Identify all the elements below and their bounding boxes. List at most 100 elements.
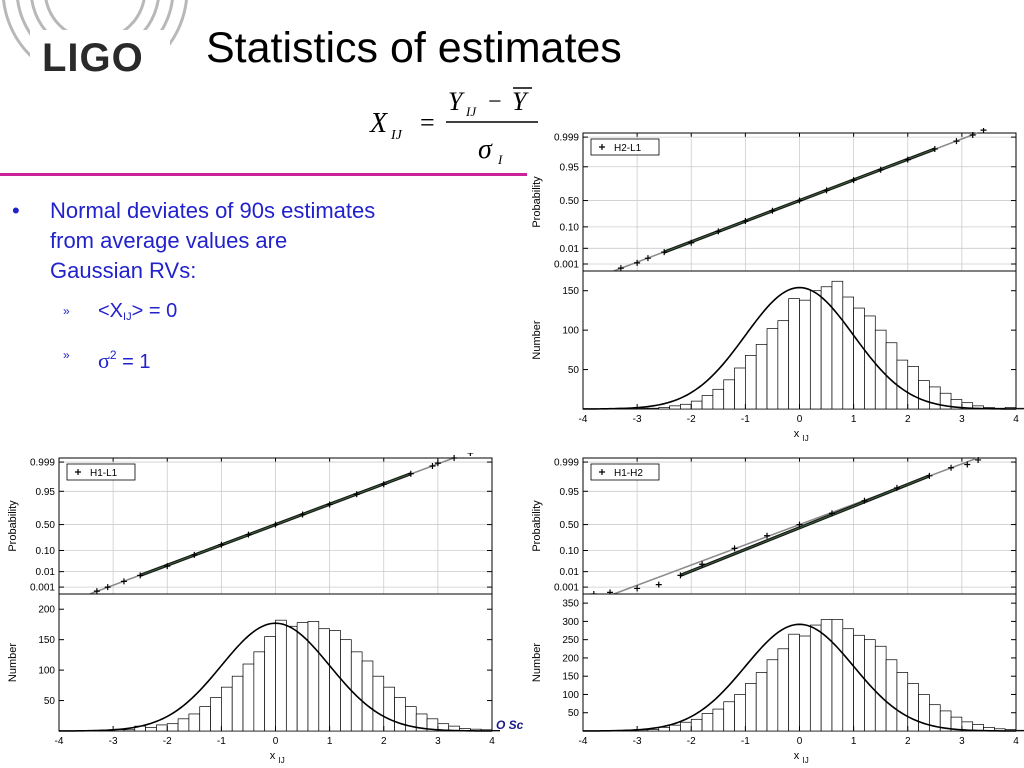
- histogram-bar: [723, 379, 735, 410]
- histogram-bar: [636, 407, 649, 410]
- histogram-tick-label-x: 2: [905, 414, 911, 425]
- histogram-bar: [788, 633, 800, 732]
- histogram-bar: [177, 718, 190, 732]
- histogram-tick-label-x: -3: [633, 736, 642, 747]
- formula-lhs: X: [369, 108, 388, 139]
- histogram-tick-label-y: 50: [568, 708, 580, 719]
- legend-box: [590, 138, 660, 156]
- legend-marker: [599, 144, 605, 150]
- gaussian-fit-curve: [582, 286, 1017, 410]
- data-point-marker: [731, 545, 738, 552]
- histogram-tick-label-x: 0: [797, 414, 803, 425]
- data-point-marker: [699, 561, 706, 568]
- histogram-tick-label-y: 150: [38, 635, 55, 646]
- histogram-bar: [831, 280, 844, 410]
- formula-lhs-sub: IJ: [390, 128, 403, 143]
- histogram-tick-label-x: -1: [741, 414, 750, 425]
- normal-deviate-formula: X IJ = Y IJ − Y σ I: [369, 87, 538, 167]
- panel-h2-l1: 0.999 0.95 0.50 0.10 0.01 0.001 H2-L1 Probabili…: [531, 128, 1024, 443]
- data-point-marker: [218, 541, 225, 548]
- data-point-marker: [407, 470, 414, 477]
- histogram-tick-label-x: 2: [381, 736, 387, 747]
- panel-h1-h2: 0.999 0.95 0.50 0.10 0.01 0.001 H1-H2 Probabili…: [531, 456, 1024, 765]
- histogram-bar: [766, 328, 779, 410]
- data-point-marker: [850, 177, 857, 184]
- histogram-bar: [658, 726, 670, 732]
- x-axis-label-sub: IJ: [279, 756, 285, 765]
- probability-tick-label: 0.50: [560, 520, 580, 531]
- histogram-bar: [809, 624, 822, 732]
- histogram-bar: [896, 672, 909, 732]
- histogram-bar: [701, 713, 714, 732]
- probability-tick-label: 0.001: [30, 583, 55, 594]
- data-point-marker: [644, 255, 651, 262]
- histogram-bar: [221, 686, 233, 732]
- data-point-marker: [715, 228, 722, 235]
- histogram-bar: [799, 299, 811, 410]
- bullet-list: • Normal deviates of 90s estimates from …: [8, 196, 448, 375]
- histogram-tick-label-y: 100: [562, 326, 579, 337]
- histogram-bar: [842, 296, 854, 410]
- data-point-marker: [634, 585, 641, 592]
- histogram-bar: [1015, 729, 1024, 732]
- probability-tick-label: 0.01: [560, 567, 580, 578]
- bullet-main: • Normal deviates of 90s estimates from …: [8, 196, 448, 286]
- histogram-axis-label: Number: [531, 320, 543, 359]
- histogram-tick-label-x: 4: [1013, 736, 1019, 747]
- histogram-bar: [372, 675, 385, 732]
- histogram-bar: [766, 659, 779, 732]
- histogram-bar: [199, 706, 211, 732]
- histogram-bar: [1015, 407, 1024, 410]
- data-point-marker: [953, 138, 960, 145]
- histogram-bar: [669, 405, 681, 410]
- data-point-marker: [975, 456, 982, 463]
- probability-plot: 0.999 0.95 0.50 0.10 0.01 0.001 H1-H2 Probabili…: [531, 456, 1017, 597]
- data-point-marker: [893, 484, 900, 491]
- x-axis-label: x: [270, 750, 276, 762]
- histogram-bar: [275, 619, 287, 732]
- histogram-bar: [799, 635, 811, 732]
- histogram-tick-label-x: 1: [851, 414, 857, 425]
- data-point-marker: [964, 461, 971, 468]
- bullet-line-3: Gaussian RVs:: [50, 258, 197, 283]
- legend: H1-H2: [590, 463, 660, 481]
- histogram-bar: [658, 407, 670, 410]
- sub-bullet-mean: » <XIJ> = 0: [8, 298, 448, 330]
- bullet-marker: •: [12, 198, 20, 223]
- histogram-bar: [166, 723, 179, 732]
- histogram-bar: [242, 663, 255, 732]
- histogram-bar: [885, 659, 898, 732]
- probability-tick-label: 0.10: [560, 546, 580, 557]
- data-point-marker: [634, 259, 641, 266]
- histogram-tick-label-y: 250: [562, 635, 579, 646]
- histogram-tick-label-x: 1: [327, 736, 333, 747]
- histogram-bar: [907, 366, 919, 410]
- data-point-marker: [877, 166, 884, 173]
- histogram-bar: [918, 380, 930, 410]
- data-point-marker: [677, 572, 684, 579]
- histogram-tick-label-y: 200: [38, 605, 55, 616]
- data-point-marker: [769, 207, 776, 214]
- legend-label: H1-H2: [614, 468, 643, 479]
- probability-tick-label: 0.999: [30, 458, 55, 469]
- histogram-bar: [809, 290, 822, 410]
- slide-title: Statistics of estimates: [206, 24, 622, 72]
- histogram-bar: [361, 660, 374, 732]
- histogram-bar: [647, 729, 660, 732]
- data-point-marker: [823, 187, 830, 194]
- histogram-bar: [712, 708, 725, 732]
- histogram-bar: [680, 403, 692, 410]
- probability-tick-label: 0.95: [560, 162, 580, 173]
- probability-tick-label: 0.01: [560, 244, 580, 255]
- title-divider: [0, 173, 527, 176]
- data-point-marker: [299, 511, 306, 518]
- panel-h1-l1: 0.999 0.95 0.50 0.10 0.01 0.001 H1-L1 Probabili…: [7, 453, 500, 765]
- histogram-bar: [896, 359, 909, 410]
- histogram-tick-label-x: -1: [741, 736, 750, 747]
- histogram-bar: [307, 621, 320, 732]
- histogram-bar: [188, 713, 201, 732]
- probability-tick-label: 0.999: [554, 133, 579, 144]
- data-point-marker: [164, 563, 171, 570]
- histogram-bar: [853, 307, 865, 410]
- histogram-tick-label-x: 3: [959, 736, 965, 747]
